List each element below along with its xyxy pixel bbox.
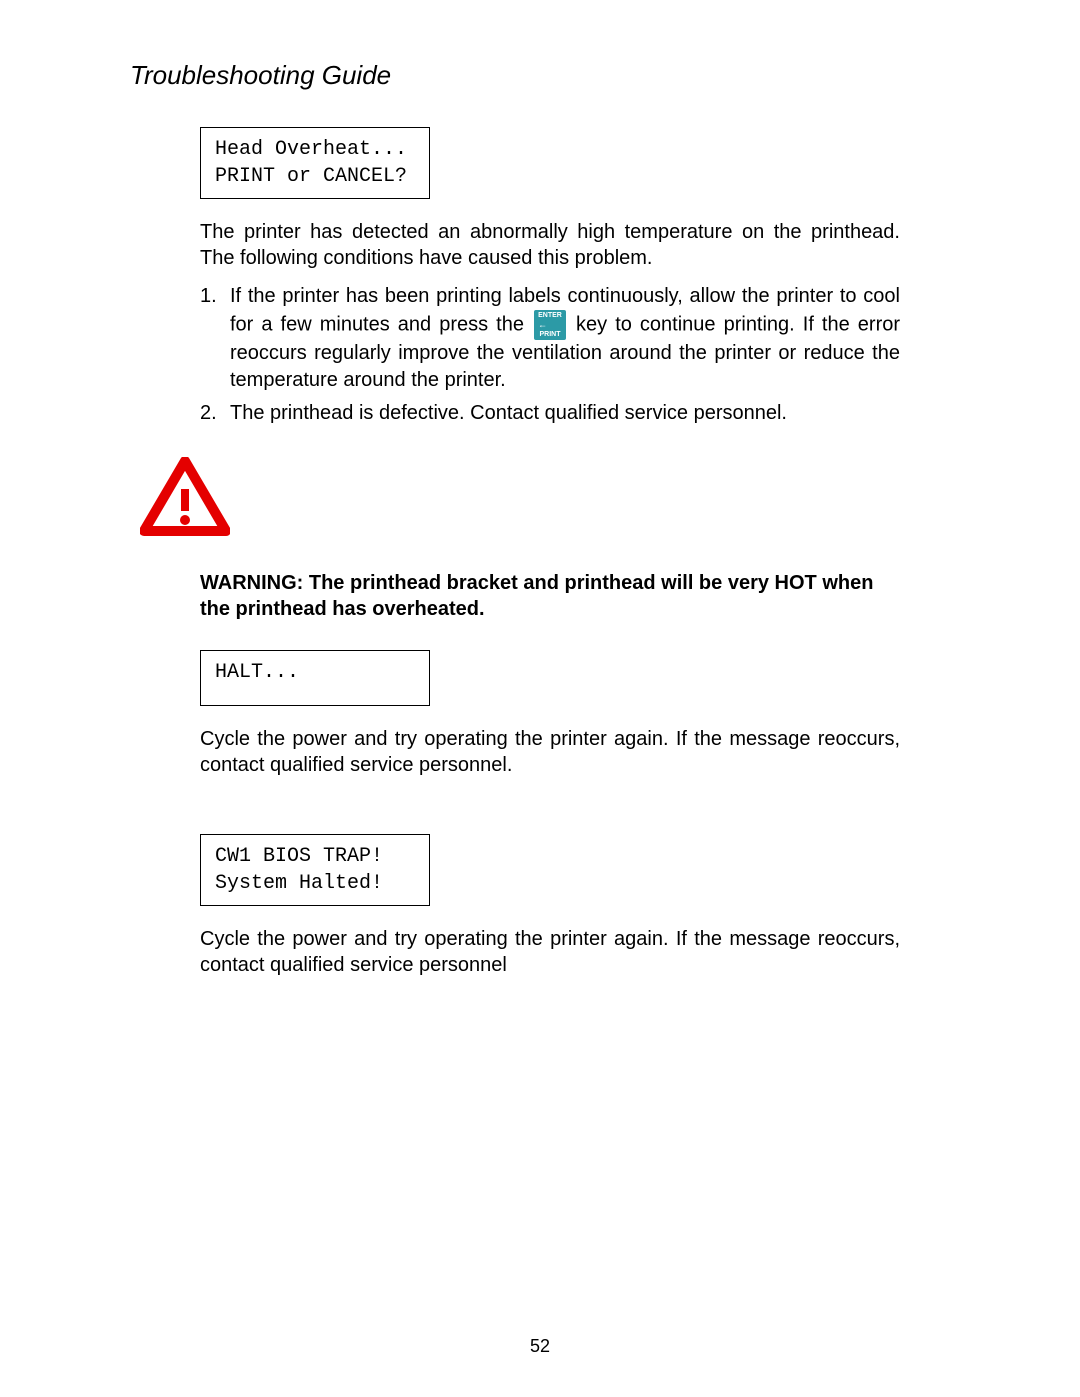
key-label-bottom: PRINT (534, 331, 566, 338)
page-header: Troubleshooting Guide (130, 60, 950, 91)
lcd-display-overheat: Head Overheat... PRINT or CANCEL? (200, 127, 430, 199)
list-item: 1. If the printer has been printing labe… (200, 283, 900, 394)
lcd-display-bios-trap: CW1 BIOS TRAP! System Halted! (200, 834, 430, 906)
lcd-line: PRINT or CANCEL? (215, 165, 407, 188)
list-item: 2. The printhead is defective. Contact q… (200, 400, 900, 427)
warning-triangle-icon (140, 457, 900, 542)
lcd-display-halt: HALT... (200, 650, 430, 706)
key-arrow-icon: ← (538, 321, 547, 330)
list-text: The printhead is defective. Contact qual… (230, 402, 787, 424)
enter-print-key-icon: ENTER ← PRINT (534, 310, 566, 340)
lcd-line: HALT... (215, 661, 299, 684)
page-number: 52 (0, 1336, 1080, 1357)
conditions-list: 1. If the printer has been printing labe… (200, 283, 900, 427)
warning-text: WARNING: The printhead bracket and print… (200, 570, 900, 622)
key-label-top: ENTER (534, 312, 566, 319)
list-number: 1. (200, 283, 217, 310)
list-number: 2. (200, 400, 217, 427)
intro-paragraph: The printer has detected an abnormally h… (200, 219, 900, 271)
bios-paragraph: Cycle the power and try operating the pr… (200, 926, 900, 978)
lcd-line: Head Overheat... (215, 138, 407, 161)
lcd-line: System Halted! (215, 872, 383, 895)
lcd-line: CW1 BIOS TRAP! (215, 845, 383, 868)
halt-paragraph: Cycle the power and try operating the pr… (200, 726, 900, 778)
